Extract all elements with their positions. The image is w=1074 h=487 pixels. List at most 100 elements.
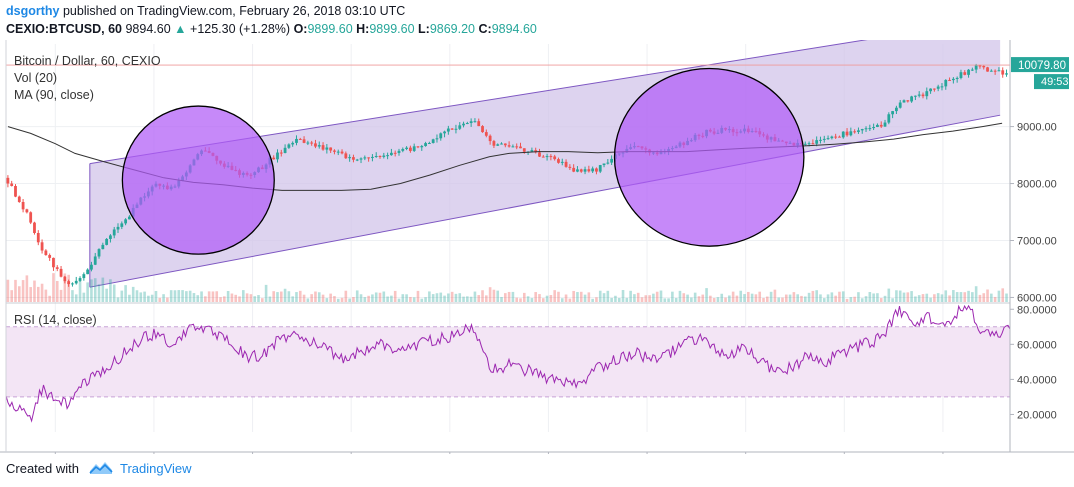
candle-body [276,152,279,160]
candle-body [606,162,610,164]
volume-bar [993,296,997,302]
candle-body [838,136,841,138]
candle-body [348,157,352,159]
volume-bar [800,295,803,302]
candle-body [374,155,378,157]
volume-bar [59,289,63,302]
candle-body [310,142,314,144]
volume-bar [412,297,416,302]
price-tick-label: 8000.00 [1017,179,1057,191]
candle-body [17,196,21,203]
volume-bar [1005,293,1008,302]
candle-body [602,163,606,166]
volume-bar [838,291,841,302]
candle-body [283,147,287,153]
volume-bar [52,273,55,302]
volume-bar [466,296,469,302]
candle-body [124,219,128,224]
volume-bar [879,298,883,302]
volume-bar [6,279,10,302]
candle-body [306,142,310,144]
volume-bar [185,291,188,302]
volume-bar [815,290,818,302]
candle-body [906,100,910,102]
volume-bar [55,280,59,302]
candle-body [902,100,906,103]
volume-bar [36,286,40,302]
volume-bar [773,289,777,302]
volume-bar [807,292,811,302]
candle-body [109,235,112,239]
volume-bar [621,290,625,302]
volume-bar [887,288,891,302]
candle-body [446,128,450,132]
candle-body [469,121,473,124]
volume-bar [997,290,1001,302]
candle-body [921,94,925,97]
volume-bar [101,277,105,302]
symbol-label: CEXIO:BTCUSD, 60 [6,22,122,36]
author-link[interactable]: dsgorthy [6,4,60,18]
rsi-tick-label: 80.0000 [1017,304,1057,316]
candle-body [55,267,59,269]
volume-bar [420,298,424,302]
candle-body [496,144,500,146]
volume-legend: Vol (20) [14,71,57,85]
volume-bar [610,297,613,302]
candle-body [511,146,515,148]
candle-body [363,157,367,159]
candle-body [6,177,10,184]
volume-bar [876,293,879,302]
volume-bar [242,290,245,302]
volume-bar [845,298,849,302]
candle-body [105,238,109,245]
candle-body [936,86,940,89]
candle-body [302,139,306,143]
candle-body [826,138,830,140]
volume-bar [587,292,591,302]
candle-body [610,158,614,163]
volume-bar [355,290,359,302]
volume-bar [716,297,720,302]
volume-bar [469,296,473,302]
candle-body [815,140,819,144]
candle-body [329,147,333,151]
candle-body [807,143,811,145]
rsi-tick-label: 60.0000 [1017,339,1057,351]
volume-bar [207,291,211,302]
volume-bar [822,298,826,302]
candle-body [500,143,503,145]
volume-bar [959,292,963,302]
volume-bar [982,293,986,302]
volume-bar [731,291,735,302]
countdown-badge-label: 49:53 [1041,76,1069,88]
open-label: O: [293,22,308,36]
candle-body [314,143,317,147]
volume-bar [340,297,344,302]
volume-bar [63,273,67,302]
candle-body [424,143,427,147]
volume-bar [724,297,727,302]
volume-bar [181,290,184,302]
candle-body [538,152,541,157]
volume-bar [298,290,302,302]
candle-body [405,147,408,150]
candle-body [10,183,14,187]
volume-bar [71,290,74,302]
volume-bar [849,297,853,302]
chart-canvas[interactable]: 6000.00 7000.00 8000.00 9000.00 80.0000 60.00… [0,40,1074,454]
candle-body [112,229,116,236]
candle-body [587,169,591,172]
candle-body [997,70,1001,72]
volume-bar [868,292,872,302]
volume-bar [150,294,154,302]
volume-bar [367,295,370,302]
candle-body [492,141,496,146]
volume-bar [310,294,313,302]
candle-body [1001,70,1005,75]
volume-bar [173,290,177,302]
candle-body [443,131,446,134]
tradingview-brand-link[interactable]: TradingView [120,461,192,476]
chart-labels: 10079.80 49:53 Bitcoin / Dollar, 60, CEXIO… [14,54,1069,327]
volume-bar [883,295,887,302]
